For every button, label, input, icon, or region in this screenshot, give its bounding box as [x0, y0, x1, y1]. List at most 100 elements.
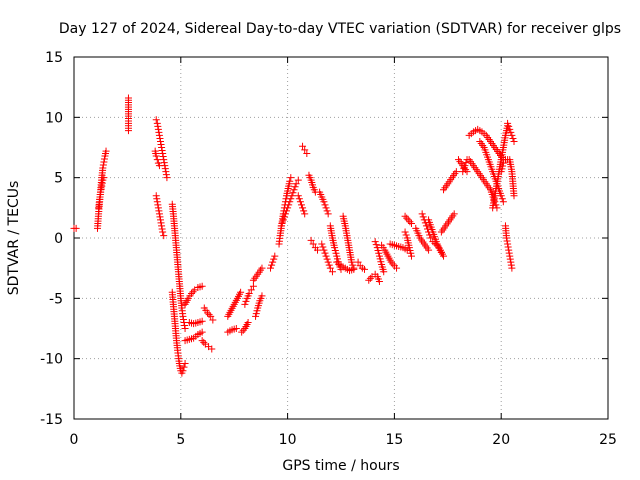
data-point	[277, 222, 285, 230]
data-point	[505, 122, 513, 130]
data-point	[153, 119, 161, 127]
data-point	[160, 232, 168, 240]
data-point	[160, 159, 168, 167]
data-point	[239, 326, 247, 334]
data-point	[406, 218, 414, 226]
y-tick-label: -5	[49, 291, 63, 307]
data-point	[100, 174, 108, 182]
data-point	[300, 207, 308, 215]
data-point	[156, 134, 164, 142]
data-point	[237, 288, 245, 296]
axis-ticks	[73, 56, 609, 420]
data-point	[258, 292, 266, 300]
data-point	[424, 225, 432, 233]
data-point	[307, 236, 315, 244]
data-point	[161, 165, 169, 173]
data-point	[401, 228, 409, 236]
data-point	[322, 204, 330, 212]
data-point	[461, 162, 469, 170]
data-point	[238, 328, 246, 336]
y-tick-label: 10	[45, 110, 63, 126]
data-point	[271, 252, 279, 260]
data-point	[198, 282, 206, 290]
data-point	[402, 231, 410, 239]
data-point	[204, 309, 211, 317]
y-tick-label: 5	[54, 171, 63, 187]
data-point	[268, 261, 276, 269]
data-point	[181, 321, 189, 329]
data-point	[267, 264, 275, 272]
y-tick-label: 15	[45, 50, 63, 66]
data-point	[323, 255, 331, 263]
data-point	[181, 325, 189, 332]
y-axis-label: SDTVAR / TECUs	[6, 181, 22, 296]
data-point	[450, 210, 458, 218]
data-point	[258, 264, 266, 272]
data-point	[324, 210, 332, 218]
data-point	[285, 201, 293, 209]
data-point	[407, 220, 415, 228]
data-point	[371, 238, 379, 246]
grid-lines	[74, 57, 608, 419]
data-point	[421, 219, 429, 227]
data-point	[98, 182, 106, 190]
data-point	[153, 156, 161, 164]
data-point	[459, 168, 467, 176]
data-point	[505, 246, 513, 254]
x-tick-label: 25	[599, 432, 617, 448]
data-point	[99, 164, 107, 172]
data-point	[366, 274, 374, 282]
data-point	[155, 162, 163, 170]
data-point	[241, 300, 249, 308]
data-point	[158, 222, 166, 230]
data-point	[506, 255, 514, 263]
x-tick-label: 10	[279, 432, 297, 448]
data-point	[287, 174, 295, 182]
data-point	[287, 195, 295, 203]
data-point	[198, 328, 206, 336]
data-point	[278, 219, 286, 227]
data-point	[401, 212, 409, 220]
data-point	[296, 198, 304, 206]
data-point	[393, 264, 401, 272]
data-point	[102, 147, 110, 155]
data-point	[299, 204, 307, 212]
data-point	[309, 240, 317, 248]
data-point	[440, 252, 448, 260]
data-point	[427, 234, 435, 242]
data-point	[510, 192, 518, 200]
data-point	[154, 122, 162, 130]
data-point	[507, 128, 515, 136]
data-point	[97, 185, 105, 193]
data-point	[508, 131, 516, 139]
data-point	[98, 179, 106, 187]
data-point	[100, 155, 108, 163]
data-point	[72, 224, 80, 232]
data-point	[281, 210, 289, 218]
data-point	[389, 260, 397, 268]
data-point	[326, 264, 334, 272]
data-point	[328, 268, 336, 276]
data-point	[162, 168, 170, 176]
data-point	[460, 165, 468, 173]
data-point	[280, 213, 288, 221]
data-point	[322, 252, 330, 260]
data-point	[422, 222, 430, 230]
data-point	[404, 216, 412, 224]
data-point	[155, 207, 163, 215]
data-point	[249, 282, 257, 290]
data-point	[289, 189, 297, 197]
data-point	[245, 290, 253, 298]
data-point	[152, 192, 160, 200]
data-point	[314, 246, 322, 254]
data-point	[155, 131, 163, 139]
data-point	[283, 207, 291, 215]
data-point	[159, 150, 167, 158]
data-point	[181, 359, 189, 367]
data-point	[452, 168, 460, 176]
y-tick-labels: -15 -10 -5 0 5 10 15	[40, 50, 63, 428]
data-point	[360, 265, 368, 273]
data-point	[372, 241, 380, 249]
data-point	[503, 237, 511, 245]
data-point	[187, 290, 195, 298]
